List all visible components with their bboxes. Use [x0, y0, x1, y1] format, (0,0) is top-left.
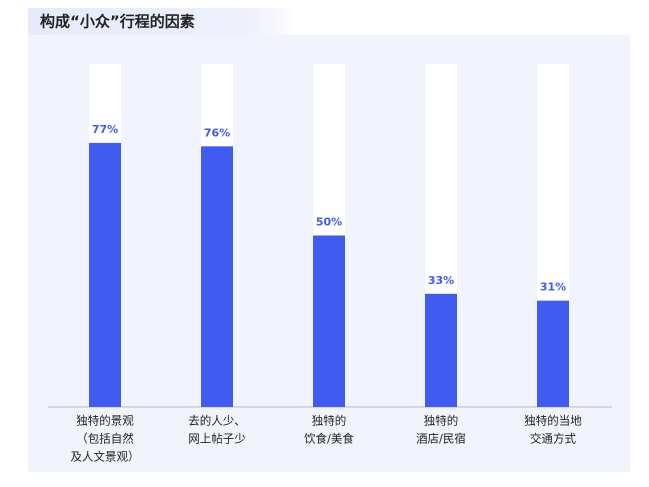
bar — [537, 300, 569, 407]
bar — [425, 293, 457, 407]
bar — [201, 146, 233, 407]
x-tick-label: 去的人少、 — [188, 414, 246, 428]
chart-title: 构成“小众”行程的因素 — [40, 13, 195, 31]
value-label: 31% — [540, 281, 566, 294]
x-tick-label: 饮食/美食 — [304, 432, 354, 446]
x-tick-label: 独特的 — [312, 414, 347, 428]
x-tick-label: （包括自然 — [76, 432, 134, 446]
title-tab — [28, 8, 300, 36]
x-tick-label: 独特的 — [424, 414, 459, 428]
x-tick-label: 酒店/民宿 — [416, 432, 466, 446]
value-label: 33% — [428, 274, 454, 287]
bar — [89, 142, 121, 407]
x-tick-label: 独特的景观 — [76, 414, 134, 428]
x-tick-label: 交通方式 — [530, 432, 576, 446]
x-tick-label: 独特的当地 — [524, 414, 582, 428]
x-tick-label: 网上帖子少 — [188, 432, 246, 446]
x-tick-label: 及人文景观） — [71, 450, 140, 464]
value-label: 77% — [92, 123, 118, 136]
value-label: 50% — [316, 216, 342, 229]
value-label: 76% — [204, 126, 230, 139]
bar — [313, 235, 345, 407]
